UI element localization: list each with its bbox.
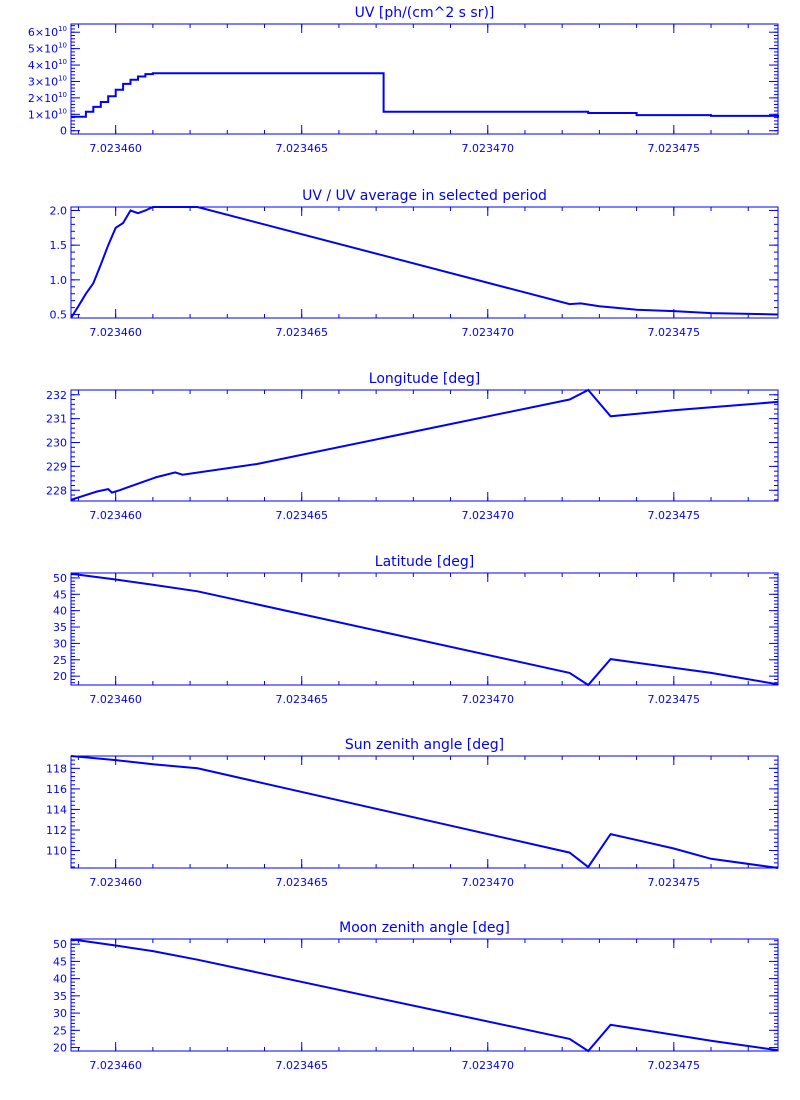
y-tick-label: 0 [60, 125, 67, 138]
chart-panel: UV / UV average in selected period 7.0234… [50, 188, 779, 339]
x-tick-label: 7.023460 [89, 876, 142, 889]
y-tick-label: 35 [53, 990, 67, 1003]
y-tick-label-exponent: 10 [58, 58, 67, 66]
chart-panel: Latitude [deg] 7.023460 7.023465 7.023470 7.… [53, 554, 779, 706]
y-tick-label: 1.5 [50, 239, 68, 252]
x-tick-label: 7.023465 [275, 142, 328, 155]
y-tick-label-base: 4×10 [28, 59, 58, 72]
y-tick-label: 230 [46, 437, 67, 450]
y-tick-label: 229 [46, 460, 67, 473]
y-tick-label: 25 [53, 654, 67, 667]
y-tick-label: 118 [46, 762, 67, 775]
plot-frame [70, 938, 779, 1052]
series-line [70, 938, 779, 1053]
y-tick-label-exponent: 10 [58, 107, 67, 115]
y-tick-label: 114 [46, 803, 67, 816]
x-tick-label: 7.023470 [462, 509, 515, 522]
plot-frame [70, 23, 779, 135]
y-tick-label: 40 [53, 605, 67, 618]
x-tick-label: 7.023470 [462, 142, 515, 155]
chart-title: Longitude [deg] [369, 371, 480, 387]
y-tick-label: 35 [53, 621, 67, 634]
chart-title: Latitude [deg] [375, 554, 474, 570]
chart-panel: Longitude [deg] 7.023460 7.023465 7.023470 7… [46, 371, 779, 522]
y-tick-label: 20 [53, 1042, 67, 1055]
y-tick-label-exponent: 10 [58, 25, 67, 33]
y-tick-label: 45 [53, 955, 67, 968]
x-tick-label: 7.023470 [462, 876, 515, 889]
x-tick-label: 7.023470 [462, 693, 515, 706]
y-tick-label: 30 [53, 1007, 67, 1020]
x-tick-label: 7.023465 [275, 876, 328, 889]
x-tick-label: 7.023460 [89, 326, 142, 339]
y-tick-label: 20 [53, 670, 67, 683]
y-tick-label: 228 [46, 484, 67, 497]
x-tick-label: 7.023475 [648, 142, 701, 155]
chart-title: Moon zenith angle [deg] [339, 920, 510, 936]
y-tick-label-base: 2×10 [28, 92, 58, 105]
y-tick-label: 50 [53, 938, 67, 951]
y-tick-label: 4×1010 [28, 58, 67, 72]
y-tick-label: 116 [46, 783, 67, 796]
y-tick-label: 40 [53, 973, 67, 986]
y-tick-label-base: 1×10 [28, 108, 58, 121]
y-tick-label: 5×1010 [28, 42, 67, 56]
series-line [70, 572, 779, 687]
y-tick-label-base: 0 [60, 125, 67, 138]
y-tick-label: 1.0 [50, 274, 68, 287]
plot-frame [70, 389, 779, 502]
x-tick-label: 7.023465 [275, 1059, 328, 1072]
y-tick-label: 3×1010 [28, 74, 67, 88]
chart-title: UV [ph/(cm^2 s sr)] [355, 5, 495, 21]
y-tick-label: 110 [46, 845, 67, 858]
x-tick-label: 7.023465 [275, 509, 328, 522]
x-tick-label: 7.023470 [462, 1059, 515, 1072]
x-tick-label: 7.023460 [89, 142, 142, 155]
y-tick-label: 112 [46, 824, 67, 837]
x-tick-label: 7.023475 [648, 1059, 701, 1072]
y-tick-label: 45 [53, 588, 67, 601]
plot-frame [70, 755, 779, 869]
y-tick-label: 232 [46, 389, 67, 402]
y-tick-label: 6×1010 [28, 25, 67, 39]
plot-frame [70, 572, 779, 686]
y-tick-label: 2×1010 [28, 91, 67, 105]
y-tick-label-base: 6×10 [28, 26, 58, 39]
y-tick-label: 1×1010 [28, 107, 67, 121]
chart-title: Sun zenith angle [deg] [345, 737, 504, 753]
y-tick-label-exponent: 10 [58, 91, 67, 99]
x-tick-label: 7.023475 [648, 509, 701, 522]
series-line [70, 388, 779, 501]
series-line [70, 206, 779, 319]
y-tick-label: 25 [53, 1024, 67, 1037]
x-tick-label: 7.023475 [648, 876, 701, 889]
x-tick-label: 7.023465 [275, 326, 328, 339]
y-tick-label-exponent: 10 [58, 42, 67, 50]
series-line [71, 72, 779, 118]
x-tick-label: 7.023460 [89, 1059, 142, 1072]
chart-panel: Moon zenith angle [deg] 7.023460 7.023465 7… [53, 920, 779, 1072]
chart-title: UV / UV average in selected period [302, 188, 547, 204]
x-tick-label: 7.023470 [462, 326, 515, 339]
y-tick-label: 50 [53, 572, 67, 585]
y-tick-label: 0.5 [50, 309, 68, 322]
x-tick-label: 7.023475 [648, 326, 701, 339]
y-tick-label: 30 [53, 637, 67, 650]
series-line [70, 755, 779, 869]
x-tick-label: 7.023475 [648, 693, 701, 706]
y-tick-label-base: 3×10 [28, 75, 58, 88]
plot-frame [70, 206, 779, 319]
y-tick-label: 231 [46, 413, 67, 426]
y-tick-label-base: 5×10 [28, 43, 58, 56]
x-tick-label: 7.023460 [89, 693, 142, 706]
y-tick-label: 2.0 [50, 204, 68, 217]
x-tick-label: 7.023465 [275, 693, 328, 706]
x-tick-label: 7.023460 [89, 509, 142, 522]
y-tick-label-exponent: 10 [58, 74, 67, 82]
chart-panel: UV [ph/(cm^2 s sr)] 7.023460 7.023465 7.023… [28, 5, 779, 155]
chart-panel: Sun zenith angle [deg] 7.023460 7.023465 7.… [46, 737, 779, 889]
